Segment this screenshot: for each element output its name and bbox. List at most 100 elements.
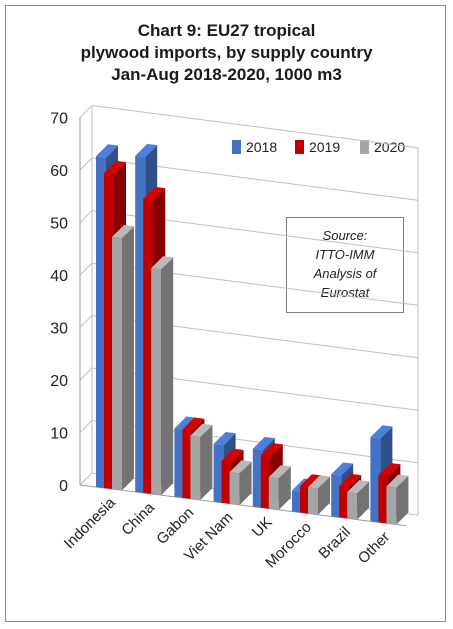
bar-top-face: [112, 225, 134, 239]
bar-top-face: [268, 465, 291, 479]
bar-2020-china: [151, 256, 174, 496]
chart-title-line-1: Chart 9: EU27 tropical: [137, 21, 316, 40]
bar-front-face: [308, 487, 318, 515]
bar-2020-other: [386, 474, 409, 525]
bar-top-face: [370, 425, 393, 439]
bar-front-face: [331, 474, 342, 518]
legend-label-2018: 2018: [246, 139, 278, 155]
gridline-depth: [79, 157, 93, 171]
source-line-4: Eurostat: [320, 285, 370, 300]
bar-side-face: [396, 475, 409, 525]
bar-side-face: [200, 425, 213, 501]
bar-front-face: [221, 460, 232, 504]
bar-top-face: [378, 463, 401, 477]
bar-top-face: [331, 462, 354, 476]
bar-top-face: [386, 474, 409, 488]
bar-top-face: [96, 144, 118, 158]
source-line-3: Analysis of: [313, 266, 377, 281]
bar-side-face: [357, 481, 370, 520]
legend-swatch-2018: [232, 140, 241, 154]
y-tick-label: 10: [50, 426, 68, 443]
bar-top-face: [308, 475, 330, 489]
source-annotation: Source: ITTO-IMM Analysis of Eurostat: [286, 217, 404, 313]
bar-side-face: [239, 461, 252, 505]
gridline-depth: [79, 210, 93, 223]
bar-front-face: [213, 443, 224, 503]
chart-title-line-2: plywood imports, by supply country: [80, 43, 373, 62]
bar-front-face: [386, 486, 397, 525]
category-label: Brazil: [315, 524, 354, 563]
bar-front-face: [229, 472, 240, 505]
bar-front-face: [151, 268, 162, 496]
legend-swatch-2020: [360, 140, 369, 154]
bar-top-face: [252, 436, 275, 451]
bar-front-face: [347, 492, 358, 520]
y-tick-label: 40: [50, 268, 68, 285]
bar-top-face: [104, 161, 126, 175]
bar-top-face: [213, 431, 236, 446]
bar-front-face: [96, 156, 106, 489]
gridline-depth: [79, 420, 93, 433]
bar-top-face: [135, 143, 158, 158]
gridline-depth: [79, 262, 93, 276]
bar-front-face: [104, 173, 114, 490]
bar-front-face: [252, 448, 263, 508]
y-tick-label: 20: [50, 373, 68, 390]
chart-title-line-3: Jan-Aug 2018-2020, 1000 m3: [111, 65, 342, 84]
bar-top-face: [174, 416, 197, 430]
bar-top-face: [339, 473, 362, 488]
bar-front-face: [190, 435, 201, 501]
bar-top-face: [151, 256, 174, 270]
gridline: [91, 105, 419, 149]
source-line-1: Source:: [322, 228, 368, 243]
bar-front-face: [174, 428, 185, 499]
bar-2020-indonesia: [112, 225, 134, 491]
bar-2020-uk: [268, 465, 291, 510]
bar-front-face: [370, 437, 381, 523]
bar-top-face: [182, 417, 205, 431]
bar-front-face: [300, 486, 310, 514]
bar-side-face: [318, 476, 330, 515]
bar-top-face: [260, 443, 283, 457]
gridline-depth: [79, 315, 93, 328]
category-label: Other: [355, 529, 394, 568]
bar-front-face: [378, 475, 389, 524]
bar-2020-morocco: [308, 475, 330, 515]
bar-top-face: [300, 474, 322, 488]
bar-front-face: [268, 477, 279, 510]
bar-side-face: [122, 226, 134, 491]
bar-front-face: [182, 429, 193, 500]
legend-item-2018: 2018: [232, 139, 277, 155]
y-tick-label: 50: [50, 216, 68, 233]
category-label: Indonesia: [61, 494, 119, 552]
bar-2020-brazil: [347, 480, 370, 520]
legend-label-2019: 2019: [309, 139, 341, 155]
chart-frame: Chart 9: EU27 tropical plywood imports, …: [5, 5, 446, 622]
legend-item-2019: 2019: [295, 139, 340, 155]
bar-side-face: [278, 466, 291, 510]
bar-2020-viet-nam: [229, 460, 252, 505]
gridline-depth: [79, 472, 93, 486]
bar-top-face: [347, 480, 370, 494]
gridline-depth: [79, 367, 93, 381]
bar-side-face: [161, 257, 174, 496]
source-line-2: ITTO-IMM: [315, 247, 375, 262]
bar-front-face: [339, 485, 350, 519]
y-tick-label: 60: [50, 163, 68, 180]
y-tick-label: 30: [50, 321, 68, 338]
legend-swatch-2019: [295, 140, 304, 154]
bar-top-face: [229, 460, 252, 474]
y-tick-label: 70: [50, 111, 68, 128]
category-label: China: [118, 499, 158, 539]
bar-top-face: [221, 448, 244, 462]
bar-front-face: [292, 490, 302, 513]
category-label: UK: [249, 514, 276, 541]
bar-front-face: [112, 237, 122, 491]
bar-front-face: [135, 155, 146, 494]
y-tick-label: 0: [59, 478, 68, 495]
bar-top-face: [190, 423, 213, 438]
bar-front-face: [143, 198, 154, 495]
chart-title: Chart 9: EU27 tropical plywood imports, …: [6, 20, 447, 86]
gridline-depth: [79, 105, 93, 118]
